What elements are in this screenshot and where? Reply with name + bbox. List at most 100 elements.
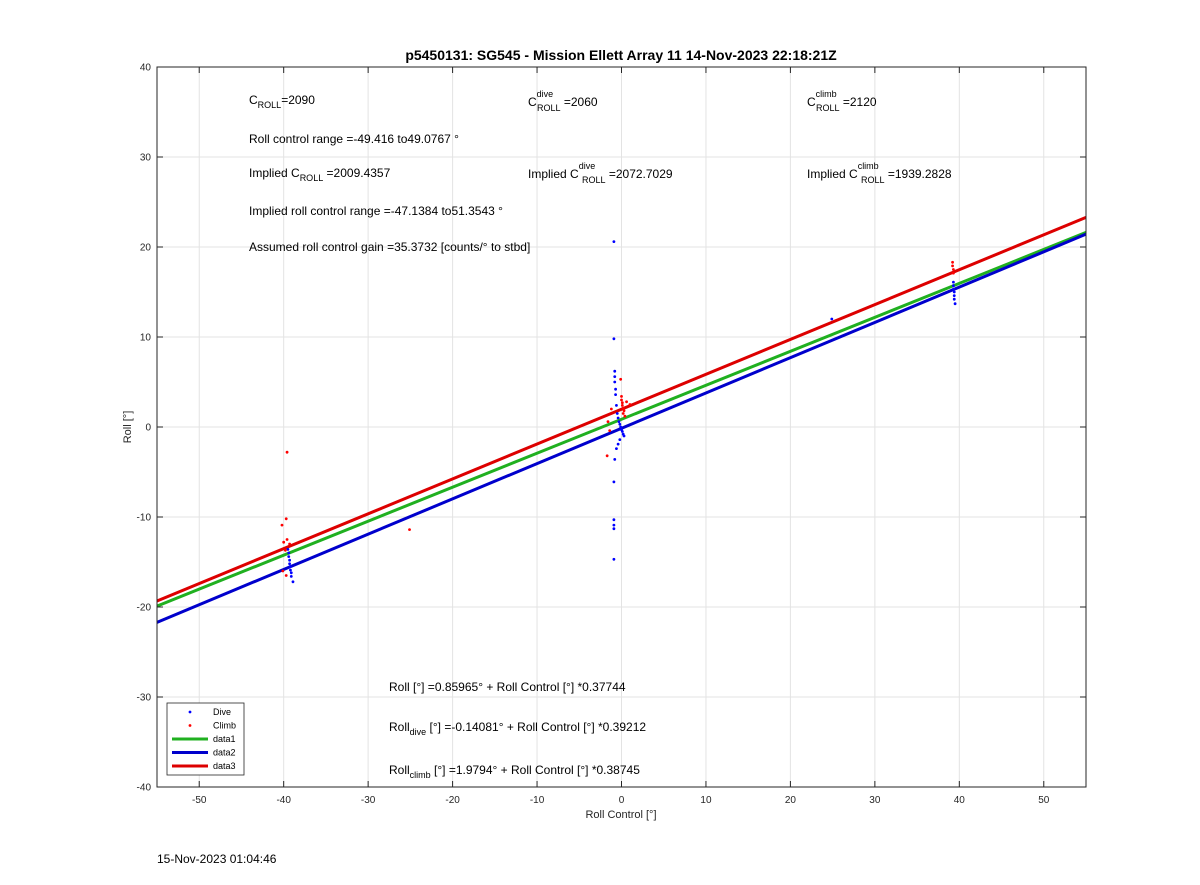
point-climb xyxy=(620,404,624,407)
ticks: -50 -40 -30 -20 -10 0 10 20 30 40 50 -40 -30 -20 -10 0 1… xyxy=(137,63,1086,806)
x-tick-label: -20 xyxy=(445,795,460,806)
point-dive xyxy=(613,380,617,384)
x-tick-label: 20 xyxy=(785,795,797,806)
x-tick-label: -50 xyxy=(192,795,207,806)
point-dive xyxy=(288,562,291,566)
point-climb xyxy=(621,406,625,410)
point-climb xyxy=(620,395,623,398)
point-dive xyxy=(952,294,956,297)
point-climb xyxy=(288,542,291,546)
y-axis-label: Roll [°] xyxy=(122,411,134,444)
y-tick-label: -20 xyxy=(137,603,152,614)
point-dive xyxy=(952,280,955,284)
point-climb xyxy=(606,420,610,423)
point-dive xyxy=(612,337,616,341)
annotation-implied-croll: Implied CROLL =2009.4357 xyxy=(249,166,391,183)
point-climb xyxy=(620,401,624,405)
point-climb xyxy=(605,454,609,458)
point-climb xyxy=(620,398,623,402)
point-dive xyxy=(287,551,291,555)
point-dive xyxy=(618,438,622,441)
legend-label-data3: data3 xyxy=(213,761,236,771)
x-tick-label: 30 xyxy=(869,795,881,806)
point-dive xyxy=(613,375,617,378)
point-climb xyxy=(621,412,625,415)
point-dive xyxy=(614,387,617,391)
y-tick-label: 10 xyxy=(140,333,152,344)
point-dive xyxy=(612,527,616,531)
annotation-croll-dive: Cdive ROLL =2060 xyxy=(528,89,598,113)
annotation-implied-range: Implied roll control range =-47.1384 to5… xyxy=(249,204,503,218)
x-tick-label: 50 xyxy=(1038,795,1050,806)
point-dive xyxy=(289,571,293,575)
point-climb xyxy=(619,377,623,381)
point-dive xyxy=(619,425,623,429)
point-dive xyxy=(617,420,621,423)
point-dive xyxy=(612,557,616,561)
point-dive xyxy=(286,548,290,551)
point-climb xyxy=(284,574,288,577)
annotation-gain: Assumed roll control gain =35.3732 [coun… xyxy=(249,240,530,254)
point-climb xyxy=(625,400,628,404)
point-climb xyxy=(609,407,613,411)
point-climb xyxy=(283,548,287,552)
point-climb xyxy=(280,523,284,527)
x-tick-label: -30 xyxy=(361,795,376,806)
point-dive xyxy=(612,240,616,244)
annotation-fit-climb: Rollclimb [°] =1.9794° + Roll Control [°… xyxy=(389,763,640,780)
point-climb xyxy=(284,517,288,521)
y-tick-label: -40 xyxy=(137,783,152,794)
point-climb xyxy=(622,409,626,413)
annotation-implied-croll-climb: Implied Cclimb ROLL =1939.2828 xyxy=(807,161,952,185)
point-dive xyxy=(289,565,292,568)
point-dive xyxy=(613,369,617,373)
annotation-croll-climb: Cclimb ROLL =2120 xyxy=(807,89,877,113)
annotation-fit-all: Roll [°] =0.85965° + Roll Control [°] *0… xyxy=(389,680,626,694)
legend-label-dive: Dive xyxy=(213,707,231,717)
x-tick-label: 40 xyxy=(954,795,966,806)
point-climb xyxy=(408,528,411,531)
timestamp: 15-Nov-2023 01:04:46 xyxy=(157,852,277,866)
legend-label-data2: data2 xyxy=(213,748,236,758)
point-climb xyxy=(952,271,955,275)
x-tick-label: 0 xyxy=(619,795,625,806)
y-tick-label: -10 xyxy=(137,513,152,524)
point-dive xyxy=(622,434,626,438)
point-dive xyxy=(614,393,617,396)
y-tick-label: 30 xyxy=(140,153,152,164)
chart-title: p5450131: SG545 - Mission Ellett Array 1… xyxy=(405,47,837,63)
point-dive xyxy=(952,290,956,294)
y-tick-label: 20 xyxy=(140,243,152,254)
point-dive xyxy=(287,555,291,558)
fit-line-data2 xyxy=(157,232,1086,624)
y-tick-label: 0 xyxy=(145,423,151,434)
point-dive xyxy=(953,302,957,306)
point-dive xyxy=(616,416,620,420)
point-dive xyxy=(615,412,619,415)
legend-label-data1: data1 xyxy=(213,734,236,744)
annotation-fit-dive: Rolldive [°] =-0.14081° + Roll Control [… xyxy=(389,720,646,737)
point-dive xyxy=(289,575,293,578)
point-dive xyxy=(289,568,292,572)
point-dive xyxy=(620,430,624,433)
point-climb xyxy=(281,569,285,573)
point-dive xyxy=(952,284,955,288)
point-dive xyxy=(612,523,616,527)
point-climb xyxy=(628,403,632,406)
annotation-roll-range: Roll control range =-49.416 to49.0767 ° xyxy=(249,132,459,146)
legend-marker-dive xyxy=(188,710,192,714)
legend: Dive Climb data1 data2 data3 xyxy=(166,702,245,776)
point-dive xyxy=(615,404,618,407)
point-climb xyxy=(282,540,286,544)
y-tick-label: 40 xyxy=(140,63,152,74)
y-tick-label: -30 xyxy=(137,693,152,704)
point-climb xyxy=(285,538,289,541)
fit-line-data3 xyxy=(157,216,1086,603)
point-dive xyxy=(830,317,834,321)
point-climb xyxy=(285,450,289,454)
point-climb xyxy=(608,429,612,432)
x-tick-label: 10 xyxy=(700,795,712,806)
x-tick-label: -10 xyxy=(530,795,545,806)
point-climb xyxy=(951,264,954,268)
